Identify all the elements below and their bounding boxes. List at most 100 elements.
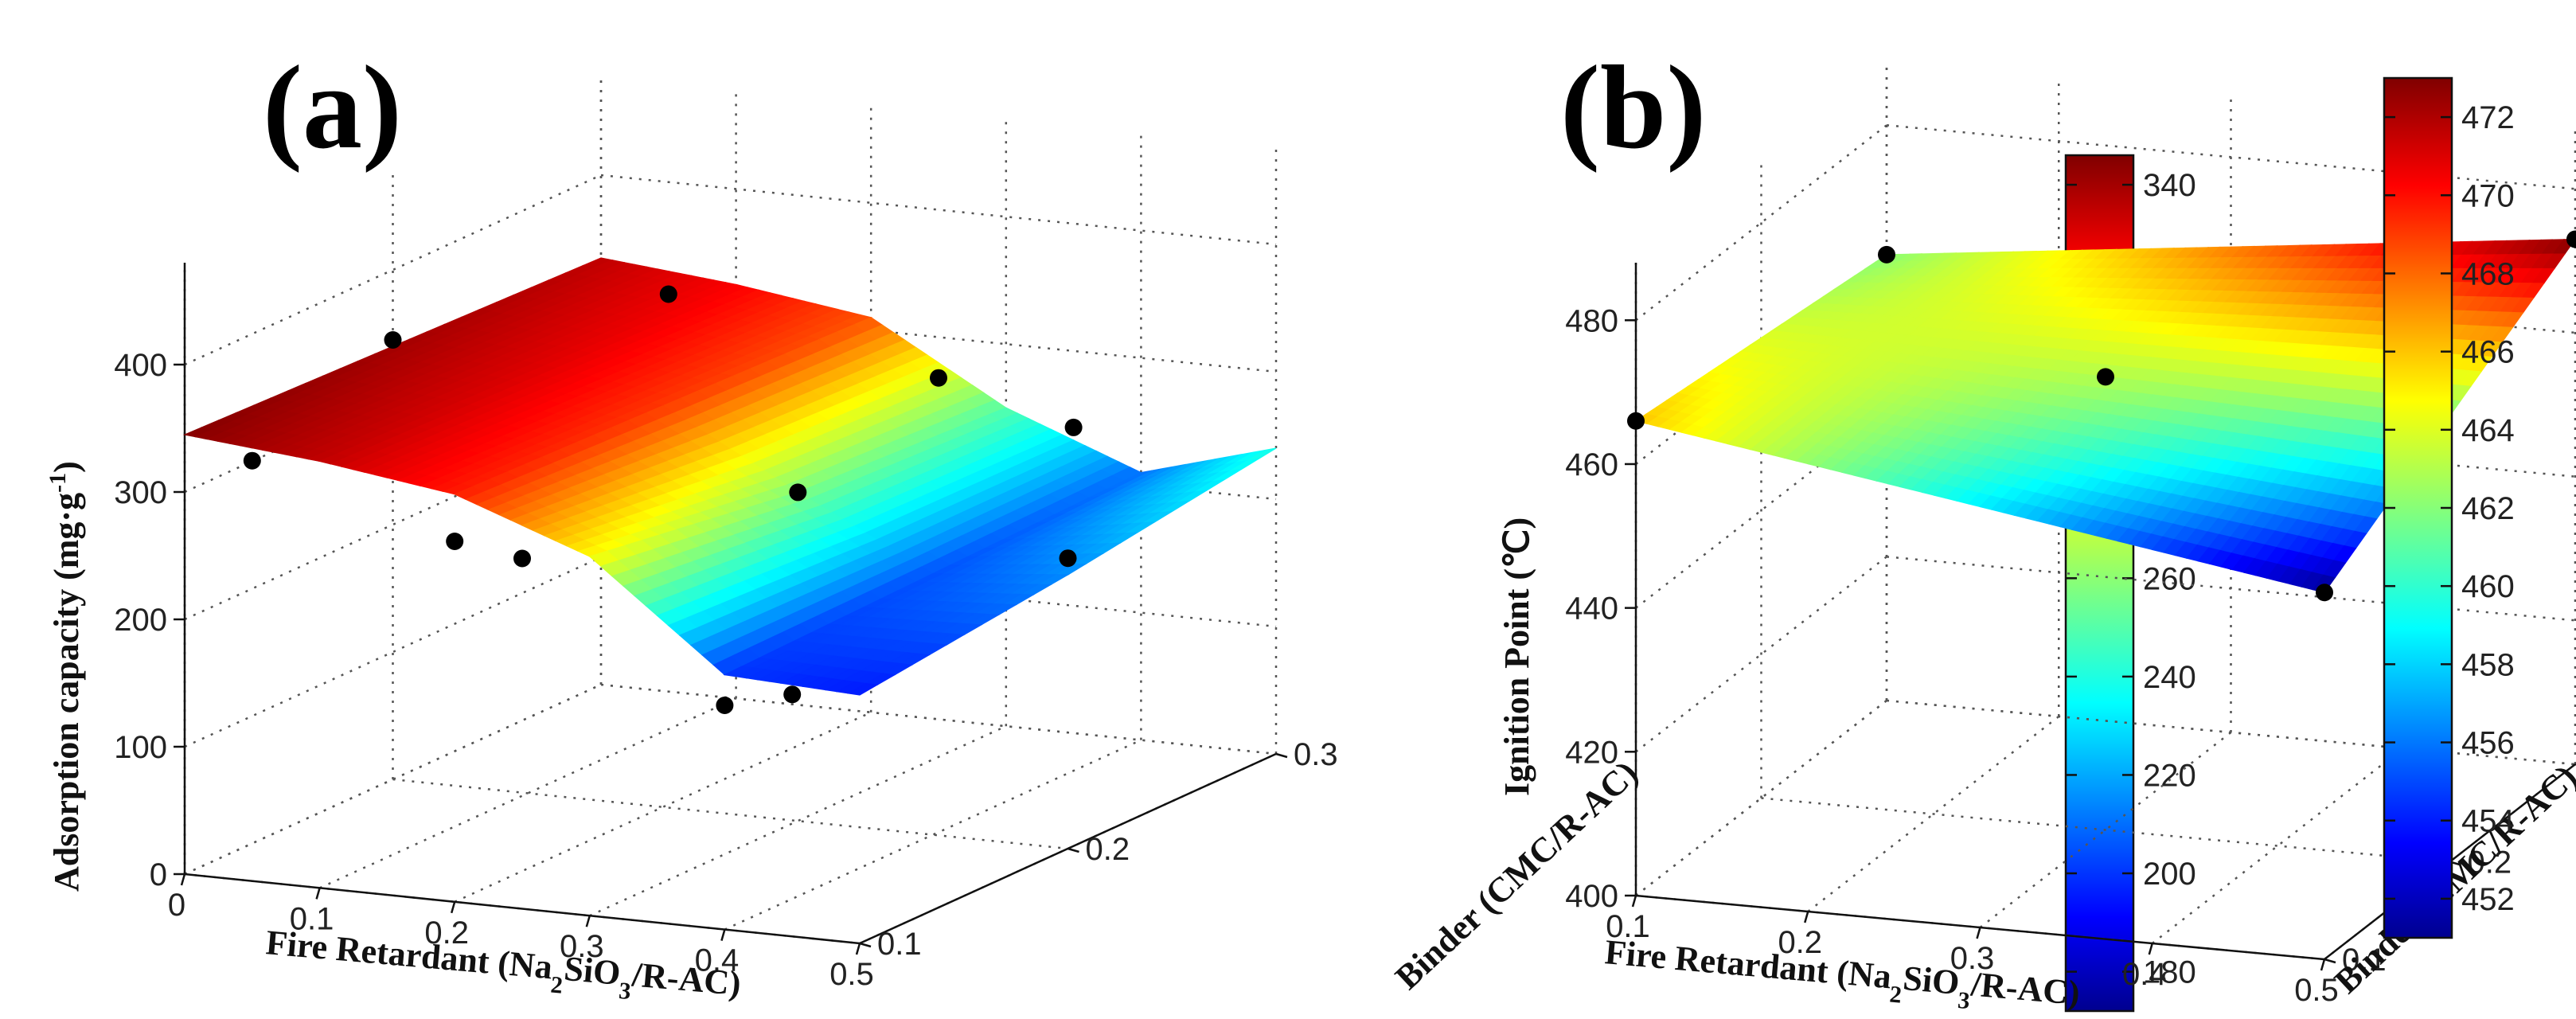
- panel-b-cb-tick-label: 464: [2461, 413, 2515, 448]
- panel-a-surface-patch: [847, 682, 879, 696]
- panel-a-zlabel: Adsorption capacity (mg·g-1): [45, 461, 87, 892]
- panel-a-z-tick-label: 300: [114, 475, 167, 510]
- panel-a-data-point: [446, 533, 464, 550]
- panel-b-axes: [1625, 263, 2576, 971]
- panel-a-z-tick-label: 400: [114, 348, 167, 383]
- panel-a-data-point: [659, 285, 677, 303]
- panel-b-xlabel: Fire Retardant (Na2SiO3/R-AC): [1602, 932, 2082, 1019]
- panel-b-y-tick-label: 0.1: [2342, 943, 2387, 978]
- panel-b-data-point: [1627, 412, 1645, 430]
- panel-b-y-tick-label: 0.2: [2468, 845, 2512, 880]
- panel-a-y-tick-mark: [859, 942, 872, 948]
- panel-a-x-tick-mark: [585, 915, 591, 927]
- panel-a: (a) 0 0.1 0.2 0.3 0.4 0.50.10.20.301002003004…: [45, 41, 2196, 1013]
- panel-b-data-point: [1878, 245, 1895, 264]
- panel-b: (b) 0.10.20.30.40.50.10.20.3400420440460…: [1497, 41, 2576, 1019]
- panel-b-cb-tick-label: 462: [2461, 491, 2515, 526]
- panel-b-label: (b): [1560, 41, 1706, 174]
- panel-a-grid-floor-y: [600, 683, 1277, 755]
- panel-a-data-point: [716, 697, 734, 714]
- panel-b-x-tick-mark: [1631, 895, 1637, 908]
- panel-a-grid-floor-x: [589, 725, 1007, 917]
- panel-a-cb-tick-label: 200: [2143, 857, 2196, 892]
- panel-b-data-point: [2097, 368, 2114, 386]
- panel-b-x-tick-mark: [2148, 943, 2153, 955]
- panel-a-y-tick-mark: [1067, 847, 1079, 853]
- panel-b-points: [1627, 230, 2576, 602]
- panel-b-x-tick-mark: [1976, 927, 1981, 939]
- panel-a-cb-tick-label: 340: [2143, 168, 2196, 203]
- panel-a-data-point: [243, 451, 261, 470]
- panel-a-data-point: [783, 685, 802, 704]
- panel-a-x-tick-mark: [450, 901, 456, 914]
- panel-a-grid-floor-y: [392, 778, 1068, 850]
- panel-a-surface: [182, 257, 1277, 696]
- panel-a-grid-back-z: [600, 301, 1277, 373]
- panel-b-z-tick-label: 420: [1565, 735, 1618, 770]
- panel-b-cb-tick-label: 466: [2461, 335, 2515, 370]
- panel-b-cb-tick-label: 470: [2461, 178, 2515, 213]
- panel-b-zlabel: Ignition Point (℃): [1497, 517, 1536, 796]
- panel-b-grid-back-z: [1886, 124, 2576, 190]
- panel-b-x-tick-mark: [1804, 911, 1809, 923]
- panel-b-data-point: [2566, 230, 2576, 248]
- panel-b-y-tick-mark: [2324, 958, 2336, 964]
- panel-b-grid-floor-y: [1761, 797, 2450, 863]
- panel-b-x-tick-label: 0.2: [1778, 925, 1822, 960]
- panel-a-data-point: [384, 331, 402, 349]
- panel-a-x-tick-mark: [720, 929, 726, 941]
- panel-b-z-tick-label: 440: [1565, 591, 1618, 627]
- panel-b-x-tick-label: 0.1: [1606, 909, 1650, 944]
- panel-a-x-tick-mark: [855, 943, 861, 955]
- panel-b-cb-tick-label: 468: [2461, 256, 2515, 291]
- panel-b-cb-tick-label: 458: [2461, 647, 2515, 682]
- panel-a-y-tick-label: 0.3: [1294, 737, 1338, 772]
- panel-b-cb-tick-label: 454: [2461, 804, 2515, 839]
- panel-b-colorbar: [2383, 76, 2453, 939]
- panel-b-ticks: 0.10.20.30.40.50.10.20.3400420440460480: [1565, 303, 2512, 1008]
- panel-a-cb-tick-label: 180: [2143, 955, 2196, 990]
- panel-a-grid-floor-x: [454, 711, 872, 903]
- panel-a-cb-tick-label: 260: [2143, 561, 2196, 596]
- panel-a-x-tick-label: 0.1: [290, 901, 334, 936]
- panel-a-x-tick-mark: [180, 873, 186, 886]
- panel-b-x-tick-label: 0.4: [2122, 957, 2167, 992]
- panel-a-xlabel: Fire Retardant (Na2SiO3/R-AC): [263, 923, 743, 1013]
- panel-b-x-tick-label: 0.3: [1950, 941, 1995, 976]
- panel-a-grid-left-z: [184, 556, 602, 748]
- panel-a-label: (a): [263, 41, 402, 174]
- panel-a-y-tick-label: 0.1: [877, 927, 922, 962]
- panel-a-y-tick-mark: [1275, 752, 1288, 759]
- panel-a-grid-back-z: [600, 683, 1277, 755]
- panel-a-points: [243, 285, 1083, 714]
- panel-b-z-tick-label: 480: [1565, 303, 1618, 338]
- panel-b-z-tick-label: 460: [1565, 447, 1618, 482]
- panel-b-cb-tick-label: 472: [2461, 100, 2515, 135]
- panel-b-colorbar-ticks: 452 454 456 458 460 462 464 466 468 470 472: [2384, 100, 2515, 917]
- panel-b-grid-back-z: [1886, 556, 2576, 622]
- panel-a-x-tick-label: 0: [168, 888, 185, 923]
- panel-a-grid-back-z: [600, 174, 1277, 246]
- panel-b-x-tick-label: 0.5: [2294, 973, 2339, 1008]
- panel-a-x-tick-label: 0.2: [424, 916, 469, 951]
- panel-a-x-tick-label: 0.4: [695, 943, 740, 978]
- panel-a-data-point: [513, 549, 531, 568]
- panel-a-y-tick-label: 0.2: [1086, 832, 1130, 867]
- panel-b-cb-tick-label: 452: [2461, 882, 2515, 917]
- panel-a-z-tick-label: 100: [114, 730, 167, 765]
- panel-a-x-axis: [184, 873, 861, 945]
- panel-a-data-point: [789, 483, 807, 502]
- panel-a-axes: [174, 263, 1288, 955]
- panel-a-data-point: [1059, 549, 1077, 568]
- panel-a-data-point: [1064, 418, 1083, 436]
- panel-b-x-tick-mark: [2320, 958, 2326, 971]
- panel-a-x-tick-label: 0.3: [560, 929, 604, 964]
- panel-a-z-tick-label: 0: [150, 857, 167, 892]
- panel-b-cb-tick-label: 456: [2461, 726, 2515, 761]
- panel-a-data-point: [930, 369, 947, 387]
- panel-a-x-tick-mark: [315, 888, 321, 900]
- panel-a-cb-tick-label: 240: [2143, 660, 2196, 695]
- panel-b-z-tick-label: 400: [1565, 879, 1618, 914]
